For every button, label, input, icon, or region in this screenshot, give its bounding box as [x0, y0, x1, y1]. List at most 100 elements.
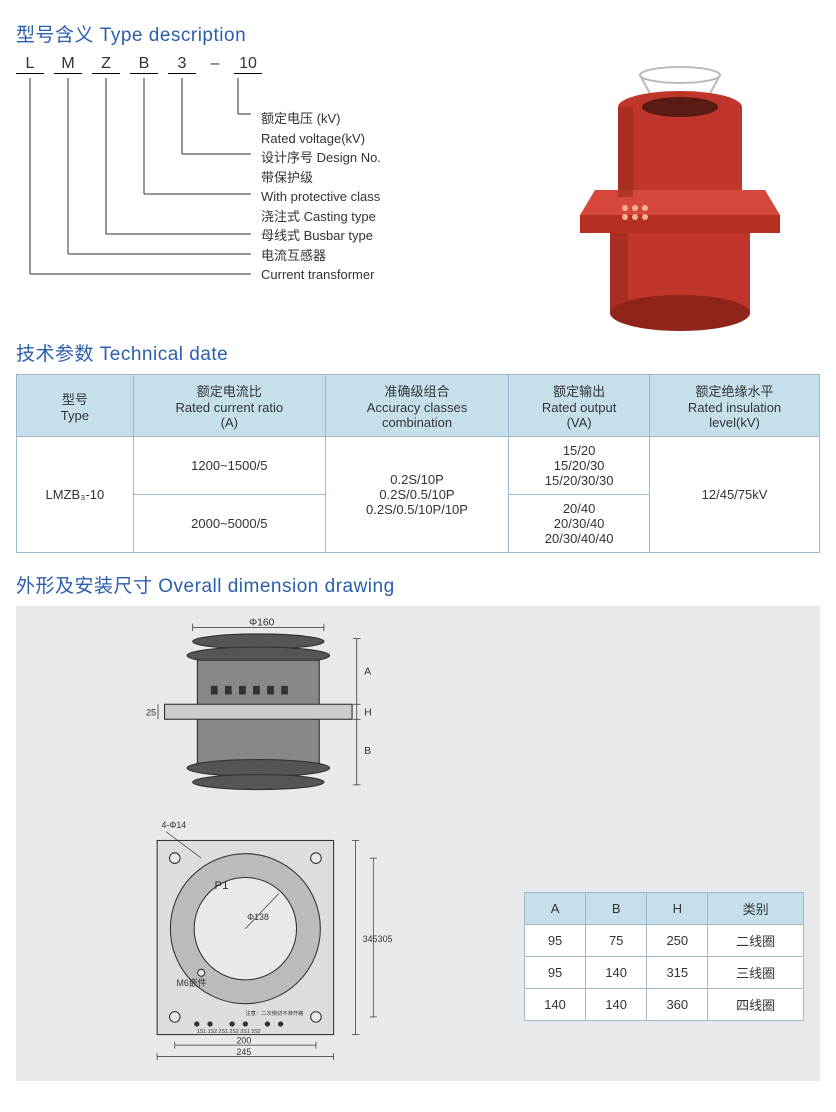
dimension-table-wrap: A B H 类别 95 75 250 二线圈 95 140 315 三线圈 14…: [524, 892, 804, 1061]
header-cn: 准确级组合: [334, 381, 500, 400]
col-header-current: 额定电流比 Rated current ratio (A): [133, 375, 325, 437]
cell-accuracy: 0.2S/10P 0.2S/0.5/10P 0.2S/0.5/10P/10P: [325, 437, 508, 553]
cell-current: 2000~5000/5: [133, 495, 325, 553]
dimension-drawings: Φ160 A H B 25: [32, 618, 494, 1061]
dimension-table: A B H 类别 95 75 250 二线圈 95 140 315 三线圈 14…: [524, 892, 804, 1021]
section-title-tech: 技术参数 Technical date: [16, 339, 820, 366]
col-header-output: 额定输出 Rated output (VA): [509, 375, 650, 437]
cell-line: 15/20: [517, 443, 641, 458]
col-header-accuracy: 准确级组合 Accuracy classes combination: [325, 375, 508, 437]
desc-line: 设计序号 Design No.: [261, 148, 381, 168]
svg-text:H: H: [364, 708, 371, 719]
svg-text:M6嵌件: M6嵌件: [177, 977, 207, 988]
svg-text:1S1 1S2 2S1 2S2 3S1 3S2: 1S1 1S2 2S1 2S2 3S1 3S2: [197, 1028, 261, 1034]
desc-line: 电流互感器: [261, 246, 381, 266]
table-row: 95 75 250 二线圈: [525, 924, 804, 956]
drawing-side-view: Φ160 A H B 25: [113, 618, 413, 806]
desc-line: With protective class: [261, 187, 381, 207]
cell-line: 15/20/30/30: [517, 473, 641, 488]
desc-line: 带保护级: [261, 168, 381, 188]
type-description-block: L M Z B 3 – 10 额定电压 (kV) Rated voltage(k…: [16, 55, 820, 335]
model-letter: 10: [234, 55, 262, 74]
cell-line: 20/40: [517, 501, 641, 516]
cell: 360: [647, 988, 708, 1020]
table-row: 140 140 360 四线圈: [525, 988, 804, 1020]
cell-current: 1200~1500/5: [133, 437, 325, 495]
type-description-lines: 额定电压 (kV) Rated voltage(kV) 设计序号 Design …: [261, 109, 381, 285]
product-illustration: [550, 55, 810, 335]
technical-data-table: 型号 Type 额定电流比 Rated current ratio (A) 准确…: [16, 374, 820, 553]
drawing-top-view: 4-Φ14 P1 Φ138 M6嵌件 345 305 200 245 1S1 1…: [113, 814, 413, 1061]
cell-line: 20/30/40/40: [517, 531, 641, 546]
svg-text:345: 345: [363, 933, 378, 943]
svg-text:注意：二次侧切不准开路: 注意：二次侧切不准开路: [245, 1009, 304, 1017]
header-en: Accuracy classes: [334, 400, 500, 415]
desc-line: Rated voltage(kV): [261, 129, 381, 149]
col-header-insulation: 额定绝缘水平 Rated insulation level(kV): [650, 375, 820, 437]
cell-line: 0.2S/0.5/10P/10P: [334, 502, 500, 517]
model-letter: M: [54, 55, 82, 74]
col-header-type: 型号 Type: [17, 375, 134, 437]
table-header-row: 型号 Type 额定电流比 Rated current ratio (A) 准确…: [17, 375, 820, 437]
model-letter: 3: [168, 55, 196, 74]
model-code-row: L M Z B 3 – 10: [16, 55, 510, 74]
model-letter: B: [130, 55, 158, 74]
cell-line: 20/30/40: [517, 516, 641, 531]
cell: 140: [586, 988, 647, 1020]
desc-line: Current transformer: [261, 265, 381, 285]
header-unit: (VA): [517, 415, 641, 430]
header-cn: 额定绝缘水平: [658, 381, 811, 400]
model-dash: –: [206, 55, 224, 74]
type-description-left: L M Z B 3 – 10 额定电压 (kV) Rated voltage(k…: [16, 55, 510, 287]
svg-text:Φ160: Φ160: [249, 618, 275, 629]
col-header: 类别: [708, 892, 804, 924]
header-cn: 型号: [25, 389, 125, 408]
svg-text:245: 245: [237, 1046, 252, 1056]
svg-text:25: 25: [146, 708, 156, 718]
cell-type: LMZB₃-10: [17, 437, 134, 553]
cell: 四线圈: [708, 988, 804, 1020]
svg-text:A: A: [364, 666, 371, 677]
svg-text:305: 305: [378, 933, 393, 943]
svg-text:Φ138: Φ138: [247, 911, 269, 921]
cell: 95: [525, 956, 586, 988]
col-header: A: [525, 892, 586, 924]
cell: 二线圈: [708, 924, 804, 956]
cell-output: 20/40 20/30/40 20/30/40/40: [509, 495, 650, 553]
cell: 三线圈: [708, 956, 804, 988]
header-unit: (A): [142, 415, 317, 430]
header-en: level(kV): [658, 415, 811, 430]
model-letter: L: [16, 55, 44, 74]
section-title-type: 型号含义 Type description: [16, 20, 820, 47]
header-cn: 额定电流比: [142, 381, 317, 400]
col-header: H: [647, 892, 708, 924]
svg-text:4-Φ14: 4-Φ14: [162, 820, 187, 830]
desc-line: 额定电压 (kV): [261, 109, 381, 129]
cell: 315: [647, 956, 708, 988]
dimension-area: Φ160 A H B 25: [16, 606, 820, 1081]
desc-line: 母线式 Busbar type: [261, 226, 381, 246]
cell: 250: [647, 924, 708, 956]
model-letter: Z: [92, 55, 120, 74]
svg-text:B: B: [364, 746, 371, 757]
table-row: LMZB₃-10 1200~1500/5 0.2S/10P 0.2S/0.5/1…: [17, 437, 820, 495]
table-row: 95 140 315 三线圈: [525, 956, 804, 988]
svg-text:200: 200: [237, 1035, 252, 1045]
cell-line: 0.2S/0.5/10P: [334, 487, 500, 502]
cell-insulation: 12/45/75kV: [650, 437, 820, 553]
cell: 75: [586, 924, 647, 956]
header-en: Rated insulation: [658, 400, 811, 415]
header-en: Type: [25, 408, 125, 423]
product-image-area: [540, 55, 820, 335]
header-en: combination: [334, 415, 500, 430]
cell: 95: [525, 924, 586, 956]
table-header-row: A B H 类别: [525, 892, 804, 924]
col-header: B: [586, 892, 647, 924]
cell-line: 0.2S/10P: [334, 472, 500, 487]
header-en: Rated current ratio: [142, 400, 317, 415]
cell-line: 15/20/30: [517, 458, 641, 473]
cell-output: 15/20 15/20/30 15/20/30/30: [509, 437, 650, 495]
desc-line: 浇注式 Casting type: [261, 207, 381, 227]
section-title-dim: 外形及安装尺寸 Overall dimension drawing: [16, 571, 820, 598]
svg-text:P1: P1: [214, 879, 228, 891]
